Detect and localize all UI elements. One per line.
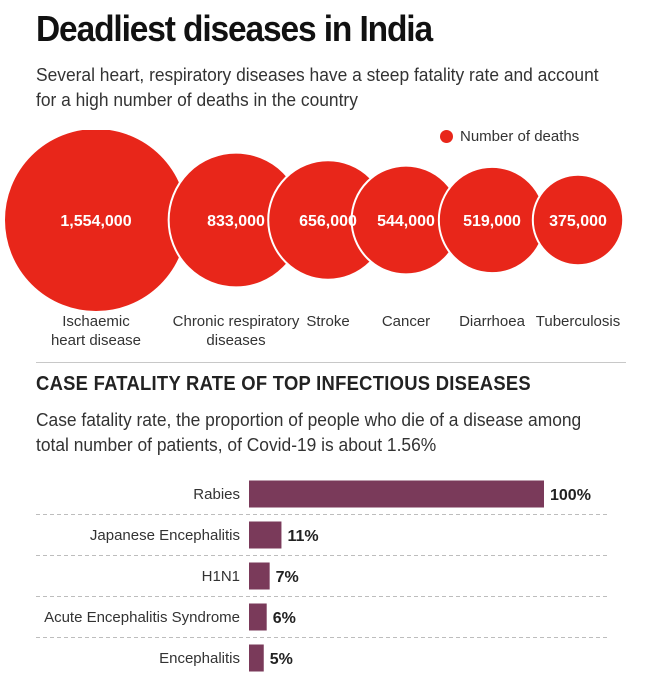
legend: Number of deaths <box>440 128 579 145</box>
bar-value-label: 100% <box>550 487 591 504</box>
bar-category-label: Acute Encephalitis Syndrome <box>44 609 240 626</box>
bar-value-label: 11% <box>287 528 318 545</box>
bubble-category-label: diseases <box>206 332 265 349</box>
bar-category-label: Rabies <box>193 486 240 503</box>
bar <box>249 603 267 631</box>
bar-value-label: 6% <box>273 610 296 627</box>
bubble-value-label: 519,000 <box>463 213 521 230</box>
bar <box>249 480 544 508</box>
bar-value-label: 5% <box>270 651 293 668</box>
bubble-category-label: Diarrhoea <box>459 313 526 330</box>
page-subtitle: Several heart, respiratory diseases have… <box>36 64 599 110</box>
bubble-value-label: 375,000 <box>549 213 607 230</box>
bubble-value-label: 656,000 <box>299 213 357 230</box>
bubble-category-label: Tuberculosis <box>536 313 620 330</box>
bubble-category-label: Stroke <box>306 313 349 330</box>
bar-category-label: H1N1 <box>202 568 240 585</box>
bubble-chart: 1,554,000 833,000 656,000 544,000 519,000 375… <box>3 130 625 349</box>
bubble <box>531 173 625 267</box>
bar <box>249 644 264 672</box>
section-divider <box>36 362 626 363</box>
bubble-category-label: Cancer <box>382 313 430 330</box>
bubble-value-label: 544,000 <box>377 213 435 230</box>
bubble-category-label: Chronic respiratory <box>173 313 300 330</box>
bubble-value-label: 1,554,000 <box>60 213 131 230</box>
bubble-category-label: Ischaemic <box>62 313 130 330</box>
bar-chart-title: CASE FATALITY RATE OF TOP INFECTIOUS DIS… <box>36 373 531 395</box>
bar-category-label: Encephalitis <box>159 650 240 667</box>
bar-category-label: Japanese Encephalitis <box>90 527 240 544</box>
bubble-category-label: heart disease <box>51 332 141 349</box>
bar <box>249 562 270 590</box>
page-title: Deadliest diseases in India <box>36 8 433 49</box>
bar-chart: Rabies 100% Japanese Encephalitis 11% H1N1 7%… <box>36 480 610 672</box>
bubble-value-label: 833,000 <box>207 213 265 230</box>
bar <box>249 521 282 549</box>
legend-label: Number of deaths <box>460 128 580 145</box>
bar-chart-subtitle: Case fatality rate, the proportion of pe… <box>36 409 582 455</box>
bar-value-label: 7% <box>276 569 299 586</box>
legend-swatch <box>440 130 453 143</box>
